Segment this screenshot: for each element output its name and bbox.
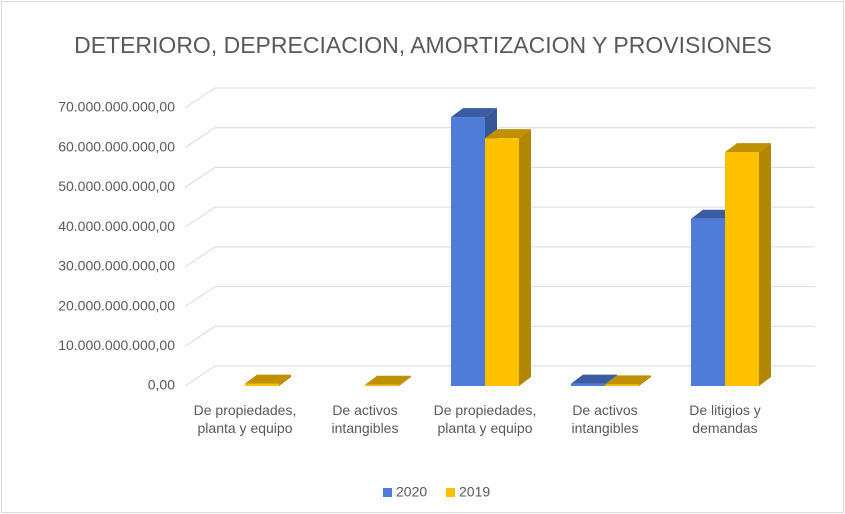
legend-swatch [383,488,392,497]
bar-top [725,143,771,153]
bar-front [245,383,279,386]
x-tick-label: De activos intangibles [571,402,639,436]
bar-side [279,374,291,386]
bar-side [519,129,531,386]
bar-front [365,384,399,386]
grid-line [184,286,815,307]
y-tick-label: 60.000.000.000,00 [58,138,175,154]
bar [605,375,651,386]
chart-title: DETERIORO, DEPRECIACION, AMORTIZACION Y … [74,32,772,58]
grid-line [184,365,815,387]
x-tick-label: De litigios y demandas [689,402,761,436]
bar-front [571,383,605,386]
legend-label: 2019 [459,484,490,500]
bar [485,129,531,386]
bar-side [759,143,771,386]
bar-front [485,138,519,386]
legend-label: 2020 [396,484,427,500]
grid-line [184,246,815,268]
y-tick-label: 30.000.000.000,00 [58,258,175,274]
x-tick-label: De activos intangibles [331,402,399,436]
bar-top [451,108,497,118]
bar [245,374,291,386]
bar-side [639,375,651,386]
bar [725,143,771,386]
grid-line [184,206,815,228]
grid-line [184,325,815,347]
y-tick-label: 70.000.000.000,00 [58,99,175,115]
bar-top [365,375,411,385]
x-tick-label: De propiedades, planta y equipo [433,402,537,436]
bar-front [451,117,485,387]
bar-top [245,374,291,384]
x-tick-label: De propiedades, planta y equipo [193,402,297,436]
bar-front [725,152,759,386]
bar-front [605,384,639,386]
bar-top [485,129,531,139]
y-tick-label: 40.000.000.000,00 [58,218,175,234]
y-tick-label: 10.000.000.000,00 [58,337,175,353]
y-tick-label: 0,00 [148,377,175,393]
bar-front [691,218,725,386]
bar-top [571,374,617,384]
legend-swatch [446,488,455,497]
grid-line [184,87,815,109]
y-tick-label: 50.000.000.000,00 [58,178,175,194]
grid-line [184,166,815,188]
grid-line [184,127,815,149]
y-tick-label: 20.000.000.000,00 [58,297,175,313]
bar [365,375,411,386]
bar-top [605,375,651,385]
bar-side [399,375,411,386]
